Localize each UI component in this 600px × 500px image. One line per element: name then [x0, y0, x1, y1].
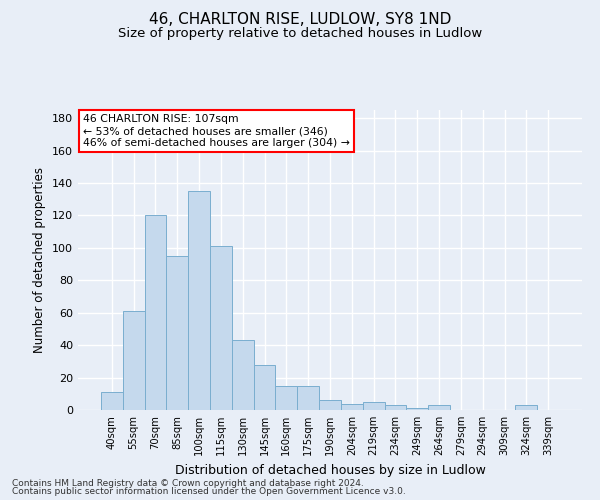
Bar — [385, 405, 406, 410]
Text: 46, CHARLTON RISE, LUDLOW, SY8 1ND: 46, CHARLTON RISE, LUDLOW, SY8 1ND — [149, 12, 451, 28]
Bar — [166, 256, 188, 410]
Bar — [232, 340, 254, 410]
Bar — [428, 405, 450, 410]
Bar — [254, 364, 275, 410]
Text: Size of property relative to detached houses in Ludlow: Size of property relative to detached ho… — [118, 28, 482, 40]
Bar — [210, 246, 232, 410]
Bar — [341, 404, 363, 410]
Text: Contains HM Land Registry data © Crown copyright and database right 2024.: Contains HM Land Registry data © Crown c… — [12, 478, 364, 488]
Text: 46 CHARLTON RISE: 107sqm
← 53% of detached houses are smaller (346)
46% of semi-: 46 CHARLTON RISE: 107sqm ← 53% of detach… — [83, 114, 350, 148]
Bar — [123, 311, 145, 410]
Bar — [515, 405, 537, 410]
Y-axis label: Number of detached properties: Number of detached properties — [34, 167, 46, 353]
Bar — [188, 191, 210, 410]
Bar — [275, 386, 297, 410]
Bar — [319, 400, 341, 410]
Text: Contains public sector information licensed under the Open Government Licence v3: Contains public sector information licen… — [12, 487, 406, 496]
Bar — [297, 386, 319, 410]
X-axis label: Distribution of detached houses by size in Ludlow: Distribution of detached houses by size … — [175, 464, 485, 476]
Bar — [406, 408, 428, 410]
Bar — [101, 392, 123, 410]
Bar — [145, 216, 166, 410]
Bar — [363, 402, 385, 410]
